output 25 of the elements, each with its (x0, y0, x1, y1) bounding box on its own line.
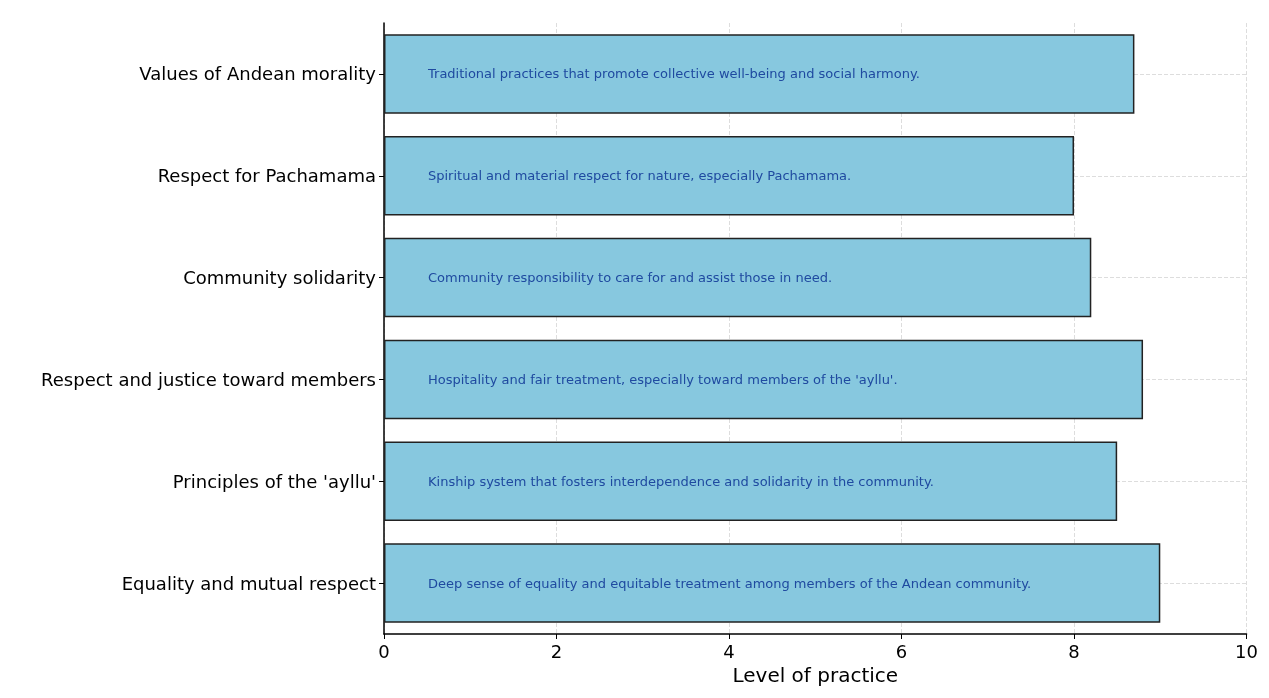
bar (384, 136, 1075, 216)
annotation: Hospitality and fair treatment, especially toward members of the 'ayllu'. (428, 371, 898, 387)
x-tick-label: 8 (1068, 640, 1080, 662)
annotation: Traditional practices that promote collective well-being and social harmony. (427, 66, 920, 82)
bar (384, 441, 1118, 521)
bar (384, 543, 1161, 623)
bar (384, 237, 1092, 318)
bar (384, 34, 1135, 114)
y-tick-label: Community solidarity (183, 267, 377, 289)
x-tick-label: 0 (378, 640, 390, 662)
y-tick-label: Respect for Pachamama (157, 165, 376, 187)
bar (384, 339, 1144, 420)
y-tick-label: Respect and justice toward members (41, 368, 376, 390)
x-tick-label: 4 (723, 640, 735, 662)
x-axis-title: Level of practice (732, 662, 899, 687)
x-tick-label: 10 (1235, 640, 1258, 662)
x-tick-label: 2 (550, 640, 563, 662)
annotation: Deep sense of equality and equitable treatment among members of the Andean community. (428, 575, 1032, 591)
y-tick-label: Values of Andean morality (139, 63, 377, 85)
annotation: Community responsibility to care for and assist those in need. (428, 270, 833, 286)
y-tick-label: Equality and mutual respect (121, 572, 376, 594)
x-tick-label: 6 (895, 640, 908, 662)
annotation: Spiritual and material respect for nature, especially Pachamama. (428, 168, 852, 184)
y-tick-label: Principles of the 'ayllu' (172, 470, 376, 492)
annotation: Kinship system that fosters interdependence and solidarity in the community. (428, 473, 934, 489)
